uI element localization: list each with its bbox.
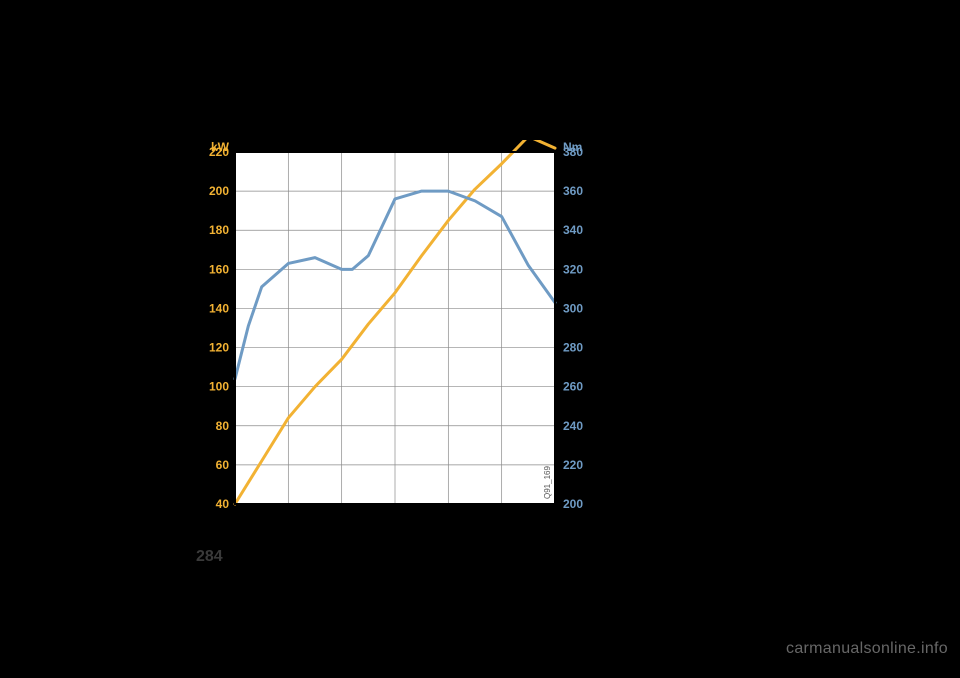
svg-text:120: 120	[209, 341, 229, 355]
page-number: 284	[196, 548, 223, 566]
svg-text:240: 240	[563, 419, 583, 433]
watermark: carmanualsonline.info	[786, 640, 948, 658]
svg-text:260: 260	[563, 380, 583, 394]
svg-text:1/min: 1/min	[539, 509, 570, 523]
svg-text:Q91_169: Q91_169	[543, 466, 552, 499]
svg-text:80: 80	[216, 419, 230, 433]
svg-text:6000: 6000	[488, 509, 515, 523]
svg-text:60: 60	[216, 458, 230, 472]
svg-text:3000: 3000	[328, 509, 355, 523]
svg-text:2000: 2000	[275, 509, 302, 523]
chart-container: 406080100120140160180200220kW20022024026…	[195, 140, 595, 530]
svg-text:300: 300	[563, 301, 583, 315]
svg-text:140: 140	[209, 301, 229, 315]
svg-text:4000: 4000	[382, 509, 409, 523]
svg-text:kW: kW	[211, 140, 230, 154]
svg-text:1000: 1000	[222, 509, 249, 523]
svg-text:360: 360	[563, 184, 583, 198]
svg-text:220: 220	[563, 458, 583, 472]
svg-text:Nm: Nm	[563, 140, 582, 154]
svg-text:320: 320	[563, 262, 583, 276]
power-torque-chart: 406080100120140160180200220kW20022024026…	[195, 140, 595, 530]
svg-text:5000: 5000	[435, 509, 462, 523]
svg-text:340: 340	[563, 223, 583, 237]
svg-text:100: 100	[209, 380, 229, 394]
svg-text:200: 200	[209, 184, 229, 198]
svg-text:180: 180	[209, 223, 229, 237]
svg-text:280: 280	[563, 341, 583, 355]
svg-text:160: 160	[209, 262, 229, 276]
